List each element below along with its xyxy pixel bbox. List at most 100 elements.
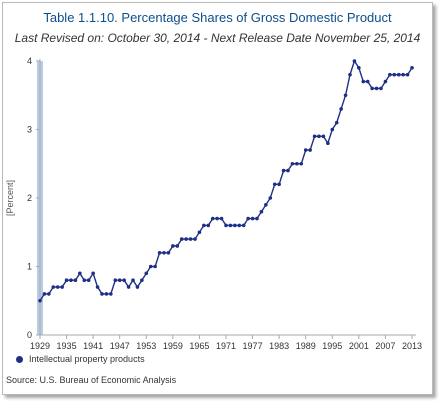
data-point xyxy=(290,161,295,166)
data-point xyxy=(343,93,348,98)
data-point xyxy=(308,148,312,152)
data-point xyxy=(157,251,162,255)
data-point xyxy=(215,216,219,221)
data-point xyxy=(299,161,304,166)
x-tick-label: 1947 xyxy=(110,341,130,351)
data-point xyxy=(233,223,237,228)
data-point xyxy=(193,237,197,241)
data-point xyxy=(113,278,118,283)
x-tick-label: 1959 xyxy=(163,341,183,351)
data-point xyxy=(370,86,374,91)
data-point xyxy=(42,292,47,296)
data-point xyxy=(86,278,91,283)
data-point xyxy=(206,223,211,228)
data-point xyxy=(303,148,308,152)
series-line xyxy=(39,59,413,302)
data-point xyxy=(272,182,277,187)
data-point xyxy=(268,196,273,200)
x-tick-label: 1965 xyxy=(189,341,209,351)
x-tick-label: 1995 xyxy=(322,341,342,351)
data-point xyxy=(82,278,87,283)
data-point xyxy=(78,271,82,276)
data-point xyxy=(64,278,69,283)
data-point xyxy=(60,285,64,289)
data-point xyxy=(295,161,299,166)
data-point xyxy=(51,285,56,289)
legend: Intellectual property products xyxy=(16,354,145,364)
data-point xyxy=(250,216,255,221)
data-point xyxy=(153,264,157,269)
data-point xyxy=(352,59,357,63)
data-point xyxy=(171,244,175,248)
data-point xyxy=(405,72,410,77)
data-point xyxy=(131,278,135,283)
data-point xyxy=(365,79,370,84)
data-point xyxy=(162,251,166,255)
data-point xyxy=(339,107,343,111)
x-tick-label: 2001 xyxy=(349,341,369,351)
data-point xyxy=(47,292,51,296)
data-point xyxy=(100,292,104,296)
data-point xyxy=(396,72,401,77)
data-point xyxy=(117,278,122,283)
legend-series-label: Intellectual property products xyxy=(29,354,145,364)
data-point xyxy=(188,237,193,241)
data-point xyxy=(255,216,259,221)
x-tick-label: 1929 xyxy=(30,341,50,351)
data-point xyxy=(388,72,392,77)
data-point xyxy=(197,230,202,235)
x-tick-label: 1935 xyxy=(57,341,77,351)
data-point xyxy=(104,292,109,296)
data-point xyxy=(326,141,330,145)
data-point xyxy=(392,72,397,77)
data-point xyxy=(95,285,100,289)
y-tick-label: 4 xyxy=(27,56,32,66)
y-tick-label: 2 xyxy=(27,193,32,203)
data-point xyxy=(73,278,78,283)
y-tick-label: 0 xyxy=(27,330,32,340)
data-point xyxy=(179,237,184,241)
source-note: Source: U.S. Bureau of Economic Analysis xyxy=(6,375,177,385)
data-point xyxy=(374,86,379,91)
y-tick-label: 1 xyxy=(27,262,32,272)
data-point xyxy=(334,120,339,125)
data-point xyxy=(135,285,140,289)
data-point xyxy=(237,223,242,228)
data-point xyxy=(184,237,188,241)
data-point xyxy=(210,216,215,221)
x-tick-label: 1941 xyxy=(83,341,103,351)
data-point xyxy=(383,79,388,84)
data-point xyxy=(69,278,73,283)
data-point xyxy=(401,72,405,77)
data-point xyxy=(264,203,268,207)
chart-title: Table 1.1.10. Percentage Shares of Gross… xyxy=(43,10,392,25)
data-point xyxy=(140,278,144,283)
data-point xyxy=(126,285,131,289)
data-point xyxy=(410,66,414,70)
x-tick-label: 2013 xyxy=(402,341,422,351)
x-tick-label: 1971 xyxy=(216,341,236,351)
x-tick-label: 1977 xyxy=(243,341,263,351)
data-point xyxy=(348,72,352,77)
data-point xyxy=(330,127,335,132)
data-point xyxy=(91,271,95,276)
x-tick-label: 1983 xyxy=(269,341,289,351)
data-point xyxy=(144,271,149,276)
chart-frame: Table 1.1.10. Percentage Shares of Gross… xyxy=(2,2,433,395)
data-point xyxy=(361,79,366,84)
x-tick-label: 1953 xyxy=(136,341,156,351)
data-point xyxy=(122,278,126,283)
data-point xyxy=(379,86,383,91)
data-point xyxy=(55,285,60,289)
data-point xyxy=(312,134,317,139)
y-axis-title: [Percent] xyxy=(5,180,15,216)
x-tick-label: 2007 xyxy=(375,341,395,351)
data-point xyxy=(259,209,264,214)
data-point xyxy=(148,264,153,269)
data-point xyxy=(246,216,250,221)
chart-subtitle: Last Revised on: October 30, 2014 - Next… xyxy=(14,31,421,45)
data-point xyxy=(166,251,171,255)
data-point xyxy=(241,223,246,228)
data-point xyxy=(286,168,290,173)
data-point xyxy=(202,223,206,228)
